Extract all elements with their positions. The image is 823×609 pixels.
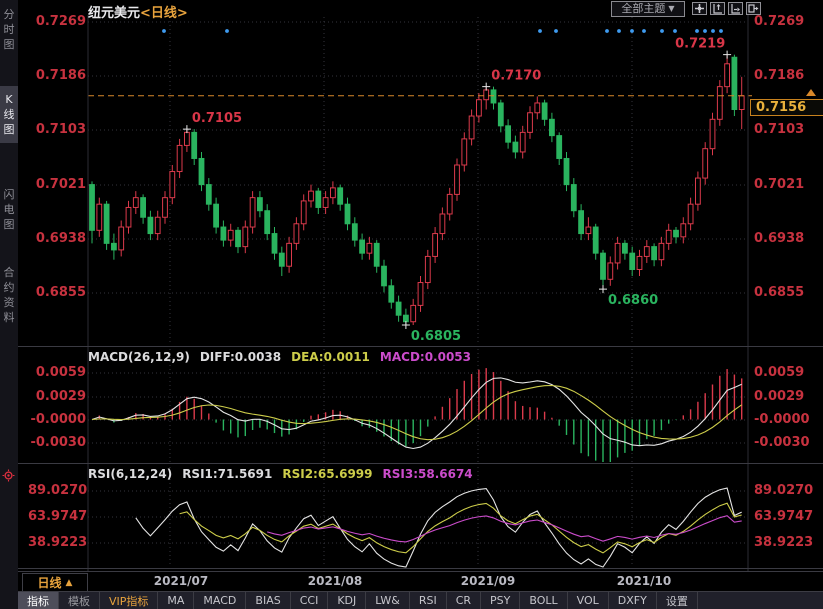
- sidebar-item-contract-info[interactable]: 合约资料: [0, 262, 18, 328]
- y-axis-label: -0.0030: [28, 435, 86, 450]
- y-axis-label: 0.7186: [28, 68, 86, 83]
- fit-y-axis-button[interactable]: [710, 2, 725, 15]
- y-axis-label: 0.7103: [28, 122, 86, 137]
- price-up-arrow-icon: [806, 89, 816, 96]
- toolbar-tab-dxfy[interactable]: DXFY: [609, 592, 657, 609]
- toolbar-tab-kdj[interactable]: KDJ: [328, 592, 366, 609]
- swing-label: 0.7170: [491, 69, 541, 84]
- rsi-settings-button[interactable]: [2, 467, 15, 486]
- toolbar-tab-cr[interactable]: CR: [447, 592, 481, 609]
- left-sidebar: 分时图 K线图 闪电图 合约资料: [0, 0, 18, 609]
- last-price-badge: 0.7156: [750, 99, 823, 116]
- y-axis-label: 89.0270: [754, 483, 818, 498]
- rsi1-line: [136, 488, 742, 567]
- toolbar-tab-rsi[interactable]: RSI: [410, 592, 447, 609]
- macd-dea-line: [92, 386, 742, 440]
- toolbar-tab-indicator[interactable]: 指标: [18, 592, 59, 609]
- toolbar-tab-settings[interactable]: 设置: [657, 592, 698, 609]
- trading-terminal: 0.7105 0.7170 0.7219 0.6805 0.6860 分时图 K线图 闪…: [0, 0, 823, 609]
- x-axis-date-label: 2021/10: [617, 574, 671, 588]
- sidebar-item-kline-chart[interactable]: K线图: [0, 86, 18, 143]
- y-axis-label: 38.9223: [754, 535, 818, 550]
- swing-label: 0.7219: [675, 37, 725, 52]
- sidebar-item-time-chart[interactable]: 分时图: [0, 4, 18, 55]
- y-axis-label: -0.0000: [754, 412, 818, 427]
- sidebar-item-lightning-chart[interactable]: 闪电图: [0, 184, 18, 235]
- macd-params: MACD(26,12,9): [88, 350, 190, 364]
- y-axis-label: 0.0059: [28, 365, 86, 380]
- fit-y-axis-icon: [712, 3, 723, 14]
- y-axis-label: 0.0029: [28, 389, 86, 404]
- theme-dropdown[interactable]: 全部主题▼: [611, 1, 685, 17]
- y-axis-label: 0.0029: [754, 389, 818, 404]
- swing-label: 0.6805: [411, 329, 461, 344]
- pan-tool-icon: [694, 3, 705, 14]
- fit-x-axis-icon: [730, 3, 741, 14]
- macd-dea-value: DEA:0.0011: [291, 350, 370, 364]
- x-axis-date-label: 2021/08: [308, 574, 362, 588]
- toolbar-tab-boll[interactable]: BOLL: [520, 592, 567, 609]
- x-axis-date-label: 2021/09: [461, 574, 515, 588]
- swing-label: 0.6860: [608, 293, 658, 308]
- triangle-up-icon: ▲: [66, 578, 73, 588]
- y-axis-label: 0.7269: [754, 14, 818, 29]
- swing-label: 0.7105: [192, 111, 242, 126]
- rsi3-line: [267, 516, 742, 542]
- y-axis-label: 0.6855: [28, 285, 86, 300]
- macd-macd-value: MACD:0.0053: [380, 350, 471, 364]
- toolbar-tab-vip[interactable]: VIP指标: [100, 592, 158, 609]
- chart-title: 纽元美元<日线>: [88, 2, 188, 21]
- rsi-params: RSI(6,12,24): [88, 467, 172, 481]
- y-axis-label: 63.9747: [754, 509, 818, 524]
- chevron-down-icon: ▼: [668, 2, 674, 16]
- toolbar-tab-ma[interactable]: MA: [158, 592, 194, 609]
- candlestick-layer: [90, 55, 745, 325]
- toolbar-tab-macd[interactable]: MACD: [194, 592, 246, 609]
- y-axis-label: 0.6855: [754, 285, 818, 300]
- toolbar-tab-template[interactable]: 模板: [59, 592, 100, 609]
- pan-tool-button[interactable]: [692, 2, 707, 15]
- period-tag: <日线>: [140, 6, 188, 21]
- toolbar-tab-vol[interactable]: VOL: [568, 592, 609, 609]
- rsi2-line: [180, 503, 742, 553]
- toolbar-tab-bias[interactable]: BIAS: [246, 592, 290, 609]
- fit-x-axis-button[interactable]: [728, 2, 743, 15]
- indicator-toolbar: 指标模板VIP指标MAMACDBIASCCIKDJLW&RSICRPSYBOLL…: [18, 591, 823, 609]
- macd-header: MACD(26,12,9) DIFF:0.0038 DEA:0.0011 MACD:0…: [88, 350, 471, 364]
- macd-layer: [92, 368, 742, 462]
- symbol-name: 纽元美元: [88, 6, 140, 21]
- event-dots-layer: [162, 29, 723, 33]
- alert-sun-icon: [2, 469, 15, 482]
- shift-right-button[interactable]: [746, 2, 761, 15]
- shift-right-icon: [748, 3, 759, 14]
- y-axis-label: 0.0059: [754, 365, 818, 380]
- rsi2-value: RSI2:65.6999: [282, 467, 372, 481]
- y-axis-label: 38.9223: [28, 535, 86, 550]
- y-axis-label: -0.0030: [754, 435, 818, 450]
- y-axis-label: 89.0270: [28, 483, 86, 498]
- y-axis-label: 0.7269: [28, 14, 86, 29]
- y-axis-label: -0.0000: [28, 412, 86, 427]
- y-axis-label: 0.6938: [28, 231, 86, 246]
- y-axis-label: 0.7021: [28, 177, 86, 192]
- swing-cross-marker: [599, 285, 607, 293]
- period-selector[interactable]: 日线 ▲: [22, 573, 88, 592]
- y-axis-label: 0.7103: [754, 122, 818, 137]
- y-axis-label: 0.6938: [754, 231, 818, 246]
- y-axis-label: 63.9747: [28, 509, 86, 524]
- rsi3-value: RSI3:58.6674: [383, 467, 473, 481]
- chart-canvas[interactable]: 0.7105 0.7170 0.7219 0.6805 0.6860: [0, 0, 823, 609]
- macd-diff-value: DIFF:0.0038: [200, 350, 281, 364]
- y-axis-label: 0.7021: [754, 177, 818, 192]
- rsi-header: RSI(6,12,24) RSI1:71.5691 RSI2:65.6999 RSI3…: [88, 467, 473, 481]
- rsi-layer: [136, 488, 742, 567]
- rsi1-value: RSI1:71.5691: [182, 467, 272, 481]
- y-axis-label: 0.7186: [754, 68, 818, 83]
- swing-cross-marker: [723, 51, 731, 59]
- toolbar-tab-lw[interactable]: LW&: [366, 592, 410, 609]
- toolbar-tab-cci[interactable]: CCI: [291, 592, 329, 609]
- toolbar-tab-psy[interactable]: PSY: [481, 592, 520, 609]
- x-axis-date-label: 2021/07: [154, 574, 208, 588]
